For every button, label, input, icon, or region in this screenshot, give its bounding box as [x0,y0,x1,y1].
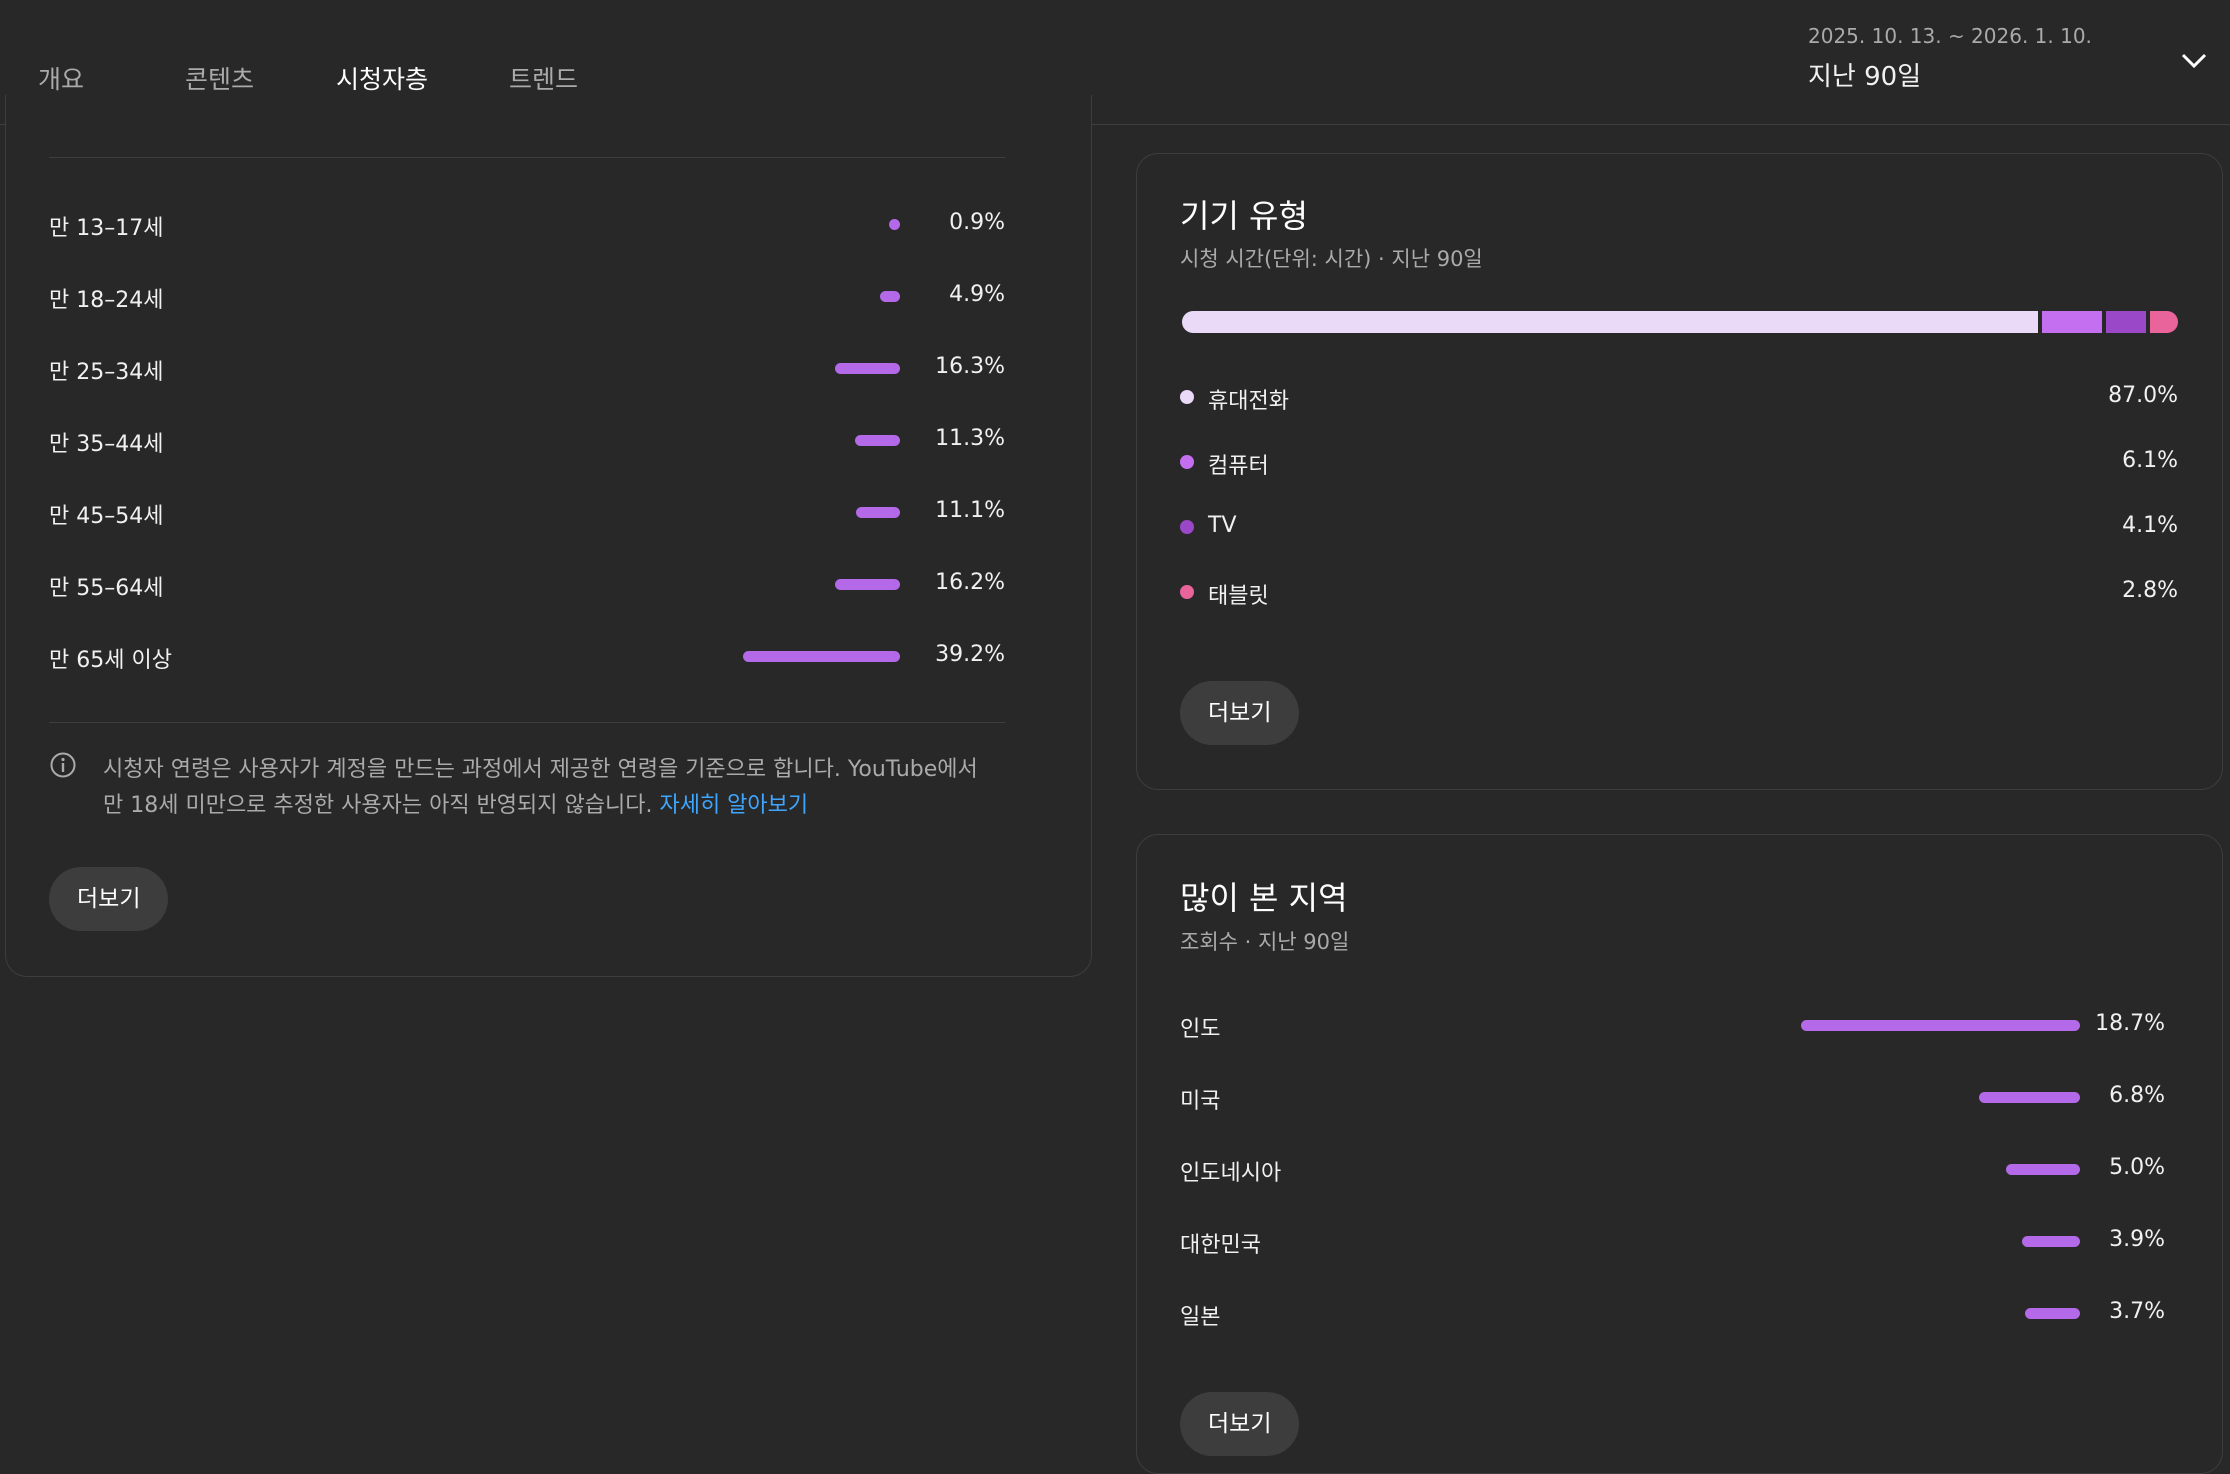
age-row-value: 4.9% [949,282,1005,307]
age-row-bar [880,291,900,302]
legend-dot-icon [1180,585,1194,599]
device-legend-value: 4.1% [2122,513,2178,538]
age-row-label: 만 13–17세 [49,216,164,241]
age-row-value: 11.3% [935,426,1005,451]
tab-content[interactable]: 콘텐츠 [185,65,255,94]
age-note-text: 시청자 연령은 사용자가 계정을 만드는 과정에서 제공한 연령을 기준으로 합… [103,757,978,818]
age-row-value: 39.2% [935,642,1005,667]
device-subtitle: 시청 시간(단위: 시간) · 지난 90일 [1180,247,1483,271]
device-legend-label: 컴퓨터 [1208,454,1269,479]
tab-overview[interactable]: 개요 [38,65,85,94]
device-legend-value: 87.0% [2108,383,2178,408]
region-row-value: 18.7% [2095,1011,2165,1036]
device-more-button[interactable]: 더보기 [1180,681,1300,745]
device-legend-value: 2.8% [2122,578,2178,603]
legend-dot-icon [1180,520,1194,534]
age-bottom-divider [49,722,1005,723]
region-row-bar [1801,1020,2080,1031]
age-row-label: 만 25–34세 [49,360,164,385]
region-row-label: 인도 [1180,1017,1221,1042]
region-row-bar [1978,1092,2080,1103]
age-row-bar [855,507,900,518]
tab-audience[interactable]: 시청자층 [336,65,429,94]
age-row-value: 0.9% [949,210,1005,235]
device-bar-segment[interactable] [2150,311,2178,333]
region-row-label: 대한민국 [1180,1233,1261,1258]
age-row-bar [889,219,900,230]
age-row-label: 만 35–44세 [49,432,164,457]
device-legend-value: 6.1% [2122,448,2178,473]
age-row-bar [743,651,900,662]
device-title: 기기 유형 [1180,197,1308,235]
date-range-label[interactable]: 지난 90일 [1808,62,1922,92]
info-icon [50,752,76,778]
region-more-button[interactable]: 더보기 [1180,1392,1300,1456]
region-row-value: 3.7% [2109,1299,2165,1324]
age-row-value: 16.3% [935,354,1005,379]
device-bar-segment[interactable] [1182,311,2039,333]
age-row-bar [834,363,900,374]
date-range-text: 2025. 10. 13. ~ 2026. 1. 10. [1808,24,2092,48]
legend-dot-icon [1180,390,1194,404]
age-row-label: 만 45–54세 [49,504,164,529]
age-card [5,95,1092,977]
legend-dot-icon [1180,455,1194,469]
region-row-bar [2024,1308,2080,1319]
learn-more-link[interactable]: 자세히 알아보기 [659,793,809,818]
region-row-value: 3.9% [2109,1227,2165,1252]
region-subtitle: 조회수 · 지난 90일 [1180,930,1350,954]
chevron-down-icon[interactable] [2178,44,2210,76]
age-row-value: 11.1% [935,498,1005,523]
age-row-label: 만 55–64세 [49,576,164,601]
age-row-label: 만 65세 이상 [49,648,172,673]
region-row-bar [2021,1236,2080,1247]
device-legend-label: TV [1208,513,1237,538]
device-bar-segment[interactable] [2042,311,2103,333]
device-bar-segment[interactable] [2106,311,2147,333]
age-row-label: 만 18–24세 [49,288,164,313]
age-row-bar [835,579,900,590]
region-row-bar [2005,1164,2080,1175]
region-row-label: 인도네시아 [1180,1161,1282,1186]
device-legend-label: 태블릿 [1208,584,1269,609]
device-stacked-bar [1182,311,2178,333]
device-legend-label: 휴대전화 [1208,389,1289,414]
region-title: 많이 본 지역 [1180,879,1348,917]
age-row-bar [854,435,900,446]
region-row-label: 미국 [1180,1089,1221,1114]
tab-trends[interactable]: 트렌드 [509,65,579,94]
region-card [1136,834,2223,1474]
age-note: 시청자 연령은 사용자가 계정을 만드는 과정에서 제공한 연령을 기준으로 합… [103,752,1003,824]
age-more-button[interactable]: 더보기 [49,867,169,931]
region-row-value: 6.8% [2109,1083,2165,1108]
age-top-divider [49,157,1005,158]
region-row-label: 일본 [1180,1305,1221,1330]
region-row-value: 5.0% [2109,1155,2165,1180]
device-card [1136,153,2223,790]
age-row-value: 16.2% [935,570,1005,595]
